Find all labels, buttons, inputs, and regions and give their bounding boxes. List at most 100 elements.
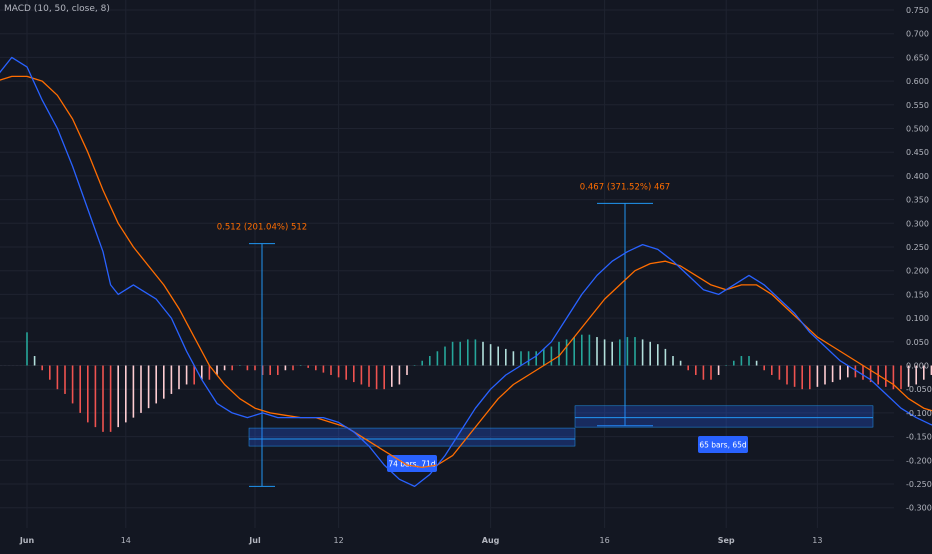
histogram-bar [208, 365, 211, 380]
histogram-bar [315, 365, 317, 371]
y-tick-label: -0.150 [906, 433, 932, 442]
histogram-bar [824, 365, 826, 385]
indicator-params: (10, 50, close, 8) [33, 4, 110, 14]
histogram-bar [398, 365, 401, 385]
histogram-bar [337, 365, 340, 378]
histogram-bar [163, 365, 165, 399]
histogram-bar [185, 365, 188, 385]
histogram-bar [178, 365, 180, 390]
histogram-bar [520, 351, 522, 366]
histogram-bar [49, 365, 51, 380]
time-axis[interactable]: Jun14Jul12Aug16Sep13Oct18Nov15Dec [19, 536, 932, 545]
histogram-bar [41, 365, 43, 371]
histogram-bar [657, 344, 659, 366]
histogram-bar [755, 360, 758, 366]
histogram-bar [375, 365, 378, 390]
histogram-bar [869, 365, 872, 383]
y-tick-label: 0.150 [906, 290, 929, 299]
histogram-bar [299, 365, 302, 366]
histogram-bar [596, 337, 598, 366]
indicator-legend[interactable]: MACD (10, 50, close, 8) [4, 4, 110, 14]
histogram-bar [527, 351, 530, 366]
histogram-bar [406, 365, 408, 375]
histogram-bar [71, 365, 74, 404]
histogram-bar [907, 365, 910, 387]
signal-line [0, 75, 932, 469]
histogram-bar [467, 339, 469, 366]
histogram-bar [482, 341, 484, 366]
histogram-bar [809, 365, 811, 390]
histogram-bar [816, 365, 819, 387]
y-tick-label: -0.050 [906, 385, 932, 394]
histogram-bar [193, 365, 195, 385]
histogram-bar [854, 365, 857, 378]
histogram-bar [565, 339, 568, 366]
y-tick-label: 0.300 [906, 219, 929, 228]
histogram-bar [786, 365, 788, 385]
histogram-bar [702, 365, 705, 380]
histogram-bar [763, 365, 765, 371]
date-range1-tag [387, 455, 437, 472]
range1-label: 0.512 (201.04%) 512 [217, 223, 307, 233]
histogram-bar [892, 365, 895, 390]
histogram-bar [930, 365, 932, 375]
histogram-bar [489, 344, 492, 366]
histogram-bar [102, 365, 104, 432]
x-tick-label: Jun [19, 536, 35, 545]
histogram-bar [710, 365, 712, 380]
price-axis[interactable]: 0.750 0.700 0.650 0.600 0.550 0.500 0.450 0.400… [906, 6, 932, 513]
histogram-bar [505, 348, 507, 366]
histogram-bar [862, 365, 864, 380]
histogram-bar [155, 365, 157, 404]
histogram-bar [269, 365, 271, 375]
x-tick-label: Sep [718, 536, 735, 545]
x-tick-label: 14 [121, 536, 131, 545]
indicator-name: MACD [4, 4, 31, 14]
histogram-bar [900, 365, 902, 390]
y-tick-label: 0.450 [906, 148, 929, 157]
histogram-bar [550, 346, 553, 366]
histogram-bar [246, 365, 249, 371]
histogram-bar [330, 365, 332, 375]
histogram-bar [170, 365, 173, 394]
x-tick-label: Aug [482, 536, 500, 545]
histogram-bar [26, 332, 28, 366]
histogram-bar [535, 351, 537, 366]
y-tick-label: -0.200 [906, 456, 932, 465]
histogram-bar [223, 365, 226, 371]
histogram-bar [231, 365, 233, 371]
histogram-bar [725, 365, 727, 366]
measure-tools[interactable]: 0.512 (201.04%) 512 0.467 (371.52%) 467 74… [217, 182, 874, 487]
histogram-bar [284, 365, 287, 371]
histogram-bar [79, 365, 81, 413]
y-tick-label: 0.200 [906, 267, 929, 276]
histogram-bar [687, 365, 689, 371]
histogram-bar [413, 365, 416, 366]
x-tick-label: 16 [600, 536, 610, 545]
histogram-bar [588, 334, 591, 366]
date-range2-label: 65 bars, 65d [699, 441, 747, 450]
histogram-bar [543, 348, 545, 366]
y-tick-label: 0.050 [906, 338, 929, 347]
histogram-bar [497, 346, 499, 366]
histogram-bar [391, 365, 393, 387]
histogram-bar [923, 365, 925, 380]
histogram-bar [619, 339, 621, 366]
x-tick-label: 13 [812, 536, 822, 545]
histogram-bar [307, 365, 309, 368]
range2-label: 0.467 (371.52%) 467 [580, 182, 670, 192]
histogram-bar [444, 346, 446, 366]
y-tick-label: 0.400 [906, 172, 929, 181]
histogram-bar [672, 356, 674, 366]
histogram-bar [847, 365, 849, 378]
histogram-bar [368, 365, 370, 387]
grid-lines [0, 0, 894, 528]
date-range2-box [574, 405, 874, 428]
histogram-bar [603, 339, 606, 366]
y-tick-label: 0.550 [906, 101, 929, 110]
histogram-bar [33, 356, 36, 366]
histogram-bar [733, 360, 735, 366]
histogram-bar [451, 341, 454, 366]
